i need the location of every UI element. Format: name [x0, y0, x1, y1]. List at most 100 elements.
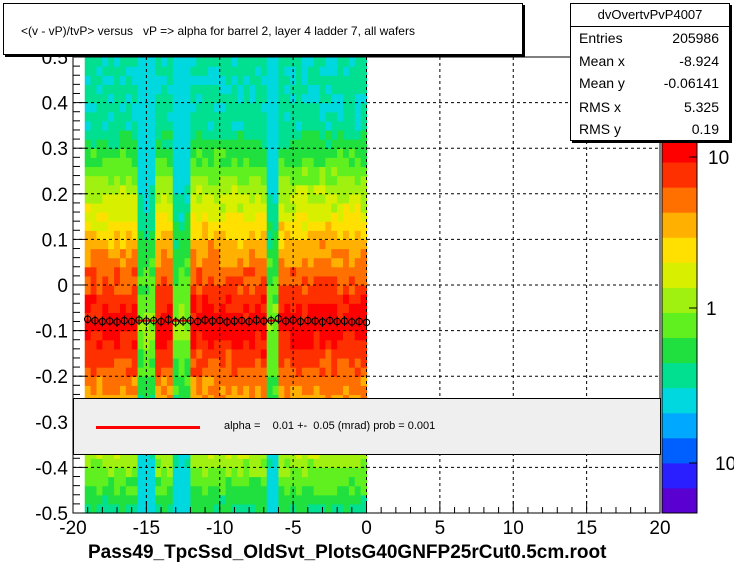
heatmap-cell [337, 75, 344, 85]
heatmap-cell [149, 84, 156, 95]
heatmap-cell [125, 111, 133, 122]
heatmap-cell [254, 212, 262, 222]
heatmap-cell [196, 157, 203, 168]
heatmap-cell [278, 476, 285, 487]
heatmap-cell [184, 75, 191, 85]
heatmap-cell [172, 120, 180, 131]
heatmap-cell [331, 193, 338, 204]
fit-legend-box: alpha = 0.01 +- 0.05 (mrad) prob = 0.001 [73, 398, 661, 455]
heatmap-cell [231, 93, 238, 104]
heatmap-cell [131, 357, 139, 368]
y-tick-label: 0.4 [42, 94, 69, 115]
heatmap-cell [243, 330, 250, 341]
heatmap-cell [102, 221, 109, 231]
heatmap-cell [360, 330, 368, 341]
heatmap-cell [184, 111, 191, 122]
heatmap-cell [184, 339, 191, 350]
heatmap-cell [301, 202, 309, 213]
heatmap-cell [301, 75, 309, 85]
heatmap-cell [266, 202, 274, 213]
heatmap-cell [178, 321, 186, 332]
heatmap-cell [114, 357, 121, 368]
heatmap-cell [119, 57, 127, 67]
heatmap-cell [202, 367, 209, 377]
heatmap-cell [272, 93, 280, 104]
heatmap-cell [161, 75, 168, 85]
heatmap-cell [325, 285, 332, 295]
stats-box: dvOvertvPvP4007 Entries 205986 Mean x -8.9… [570, 3, 730, 141]
heatmap-cell [266, 348, 274, 359]
heatmap-cell [348, 148, 356, 158]
heatmap-cell [155, 485, 162, 496]
heatmap-cell [307, 275, 315, 286]
heatmap-cell [337, 303, 344, 313]
heatmap-cell [243, 120, 250, 131]
heatmap-cell [231, 166, 238, 177]
heatmap-cell [278, 467, 285, 478]
heatmap-cell [108, 312, 115, 323]
heatmap-cell [166, 321, 174, 332]
heatmap-cell [301, 376, 309, 386]
heatmap-cell [178, 275, 186, 286]
heatmap-cell [296, 66, 303, 76]
heatmap-cell [96, 139, 103, 149]
heatmap-cell [213, 111, 221, 122]
heatmap-cell [266, 503, 274, 514]
heatmap-cell [260, 111, 268, 122]
heatmap-cell [249, 503, 256, 514]
heatmap-cell [348, 248, 356, 259]
heatmap-cell [254, 266, 262, 277]
heatmap-cell [125, 202, 133, 213]
heatmap-cell [272, 339, 280, 350]
heatmap-cell [337, 193, 344, 204]
heatmap-cell [225, 129, 233, 140]
heatmap-cell [184, 57, 191, 67]
heatmap-cell [137, 184, 145, 195]
heatmap-cell [272, 321, 280, 332]
heatmap-cell [166, 166, 174, 177]
heatmap-cell [149, 157, 156, 168]
palette-tick-label: 10 [715, 454, 734, 475]
y-tick-label: -0.3 [35, 413, 68, 434]
profile-point [348, 318, 356, 326]
heatmap-cell [125, 285, 133, 295]
heatmap-cell [237, 120, 244, 131]
heatmap-cell [260, 129, 268, 140]
heatmap-cell [354, 357, 362, 368]
heatmap-cell [213, 120, 221, 131]
heatmap-cell [307, 166, 315, 177]
profile-point [157, 317, 165, 326]
heatmap-cell [202, 102, 209, 113]
heatmap-cell [254, 376, 262, 386]
heatmap-cell [155, 221, 162, 231]
heatmap-cell [290, 129, 297, 140]
heatmap-cell [184, 485, 191, 496]
heatmap-cell [296, 285, 303, 295]
heatmap-cell [331, 202, 338, 213]
heatmap-cell [102, 294, 109, 304]
heatmap-cell [225, 303, 233, 313]
heatmap-cell [354, 467, 362, 478]
heatmap-cell [354, 120, 362, 131]
heatmap-cell [114, 157, 121, 168]
heatmap-cell [190, 84, 197, 95]
heatmap-cell [243, 357, 250, 368]
heatmap-cell [260, 266, 268, 277]
heatmap-cell [301, 312, 309, 323]
heatmap-cell [360, 294, 368, 304]
heatmap-cell [243, 139, 250, 149]
heatmap-cell [237, 239, 244, 250]
heatmap-cell [202, 476, 209, 487]
heatmap-cell [184, 330, 191, 341]
heatmap-cell [131, 385, 139, 396]
heatmap-cell [266, 93, 274, 104]
heatmap-cell [348, 66, 356, 76]
heatmap-cell [337, 66, 344, 76]
heatmap-cell [219, 157, 227, 168]
heatmap-cell [225, 376, 233, 386]
heatmap-cell [213, 93, 221, 104]
heatmap-cell [190, 330, 197, 341]
heatmap-cell [149, 66, 156, 76]
heatmap-cell [254, 102, 262, 113]
heatmap-cell [331, 148, 338, 158]
